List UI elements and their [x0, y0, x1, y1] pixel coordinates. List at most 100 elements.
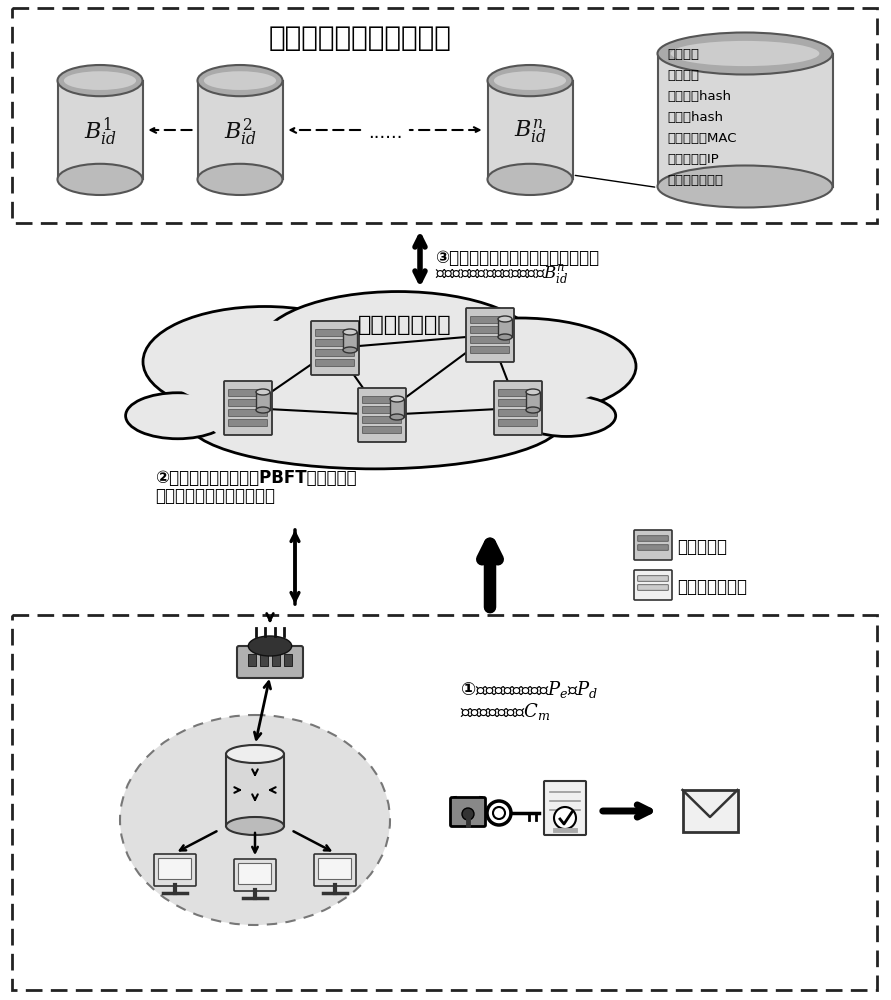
Text: ②分布式验证节点通过PBFT算法对新入: ②分布式验证节点通过PBFT算法对新入	[155, 469, 356, 487]
Text: 网节点的证书信息进行验证: 网节点的证书信息进行验证	[155, 487, 275, 505]
FancyBboxPatch shape	[315, 330, 355, 336]
Text: $B_{id}^2$: $B_{id}^2$	[224, 116, 257, 148]
Ellipse shape	[249, 636, 291, 656]
Text: ①生成非对称密钥对$P_e$、$P_d$: ①生成非对称密钥对$P_e$、$P_d$	[460, 680, 598, 700]
FancyBboxPatch shape	[466, 308, 514, 362]
Ellipse shape	[256, 389, 270, 395]
FancyBboxPatch shape	[638, 576, 668, 581]
FancyBboxPatch shape	[58, 81, 143, 179]
Text: ③根据身份验证通过的新入网节点的: ③根据身份验证通过的新入网节点的	[435, 249, 599, 267]
FancyBboxPatch shape	[12, 615, 877, 990]
Ellipse shape	[404, 318, 636, 415]
Ellipse shape	[198, 164, 282, 195]
Ellipse shape	[390, 396, 404, 402]
FancyBboxPatch shape	[498, 399, 537, 406]
Ellipse shape	[343, 347, 357, 353]
FancyBboxPatch shape	[311, 321, 359, 375]
Ellipse shape	[280, 306, 517, 394]
FancyBboxPatch shape	[634, 570, 672, 600]
Text: $B_{id}^1$: $B_{id}^1$	[84, 116, 117, 148]
FancyBboxPatch shape	[224, 381, 272, 435]
FancyBboxPatch shape	[234, 859, 276, 891]
Bar	[256, 392, 270, 410]
Ellipse shape	[517, 395, 616, 436]
FancyBboxPatch shape	[363, 426, 402, 434]
FancyBboxPatch shape	[658, 53, 832, 186]
FancyBboxPatch shape	[198, 81, 282, 179]
FancyBboxPatch shape	[363, 416, 402, 424]
Ellipse shape	[198, 65, 282, 96]
Text: 新入网申请节点: 新入网申请节点	[677, 578, 747, 596]
Ellipse shape	[487, 164, 573, 195]
Ellipse shape	[390, 414, 404, 420]
Ellipse shape	[498, 334, 512, 340]
FancyBboxPatch shape	[470, 347, 510, 354]
Ellipse shape	[494, 71, 566, 90]
Ellipse shape	[120, 715, 390, 925]
Text: 新入网节点IP: 新入网节点IP	[667, 153, 719, 166]
Text: 区块编号: 区块编号	[667, 48, 699, 61]
Circle shape	[554, 807, 576, 829]
Ellipse shape	[226, 817, 284, 835]
Text: 信息及公钥生成节点身份区块$B_{id}^n$: 信息及公钥生成节点身份区块$B_{id}^n$	[435, 264, 568, 286]
Ellipse shape	[58, 164, 143, 195]
Ellipse shape	[204, 71, 276, 90]
FancyBboxPatch shape	[318, 858, 352, 880]
Ellipse shape	[498, 316, 512, 322]
FancyBboxPatch shape	[12, 8, 877, 223]
FancyBboxPatch shape	[154, 854, 196, 886]
FancyBboxPatch shape	[470, 336, 510, 344]
FancyBboxPatch shape	[239, 863, 272, 884]
Text: 分布式验证节点: 分布式验证节点	[358, 315, 452, 335]
Text: ......: ......	[368, 124, 402, 142]
Ellipse shape	[64, 71, 136, 90]
Ellipse shape	[658, 32, 832, 75]
Ellipse shape	[528, 402, 604, 434]
Ellipse shape	[526, 407, 540, 413]
Ellipse shape	[343, 329, 357, 335]
Text: 区块种类: 区块种类	[667, 69, 699, 82]
FancyBboxPatch shape	[228, 410, 267, 416]
Ellipse shape	[161, 321, 368, 409]
Ellipse shape	[226, 745, 284, 763]
FancyBboxPatch shape	[638, 545, 668, 550]
FancyBboxPatch shape	[237, 646, 303, 678]
FancyBboxPatch shape	[228, 420, 267, 426]
Ellipse shape	[259, 292, 537, 402]
FancyBboxPatch shape	[470, 326, 510, 334]
Bar	[226, 754, 284, 826]
Bar	[498, 319, 512, 337]
FancyBboxPatch shape	[544, 781, 586, 835]
Ellipse shape	[658, 165, 832, 208]
Ellipse shape	[487, 65, 573, 96]
Ellipse shape	[58, 65, 143, 96]
Ellipse shape	[137, 400, 218, 435]
FancyBboxPatch shape	[634, 530, 672, 560]
Text: 基于区块链的分布式账本: 基于区块链的分布式账本	[268, 24, 452, 52]
Circle shape	[462, 808, 474, 820]
Text: 新入网节点公钥: 新入网节点公钥	[667, 174, 723, 187]
Text: 当前块hash: 当前块hash	[667, 111, 723, 124]
FancyBboxPatch shape	[470, 316, 510, 324]
FancyBboxPatch shape	[498, 420, 537, 426]
FancyBboxPatch shape	[315, 360, 355, 366]
Text: 已入网节点: 已入网节点	[677, 538, 727, 556]
Ellipse shape	[143, 306, 387, 417]
Bar	[390, 399, 404, 417]
FancyBboxPatch shape	[159, 858, 192, 880]
FancyBboxPatch shape	[683, 790, 738, 832]
FancyBboxPatch shape	[451, 798, 486, 826]
Ellipse shape	[208, 377, 542, 463]
FancyBboxPatch shape	[315, 350, 355, 357]
Bar	[343, 332, 357, 350]
Bar	[260, 654, 268, 666]
Text: $B_{id}^n$: $B_{id}^n$	[513, 118, 546, 146]
Ellipse shape	[186, 371, 563, 469]
Ellipse shape	[526, 389, 540, 395]
FancyBboxPatch shape	[638, 536, 668, 541]
Ellipse shape	[671, 41, 820, 66]
Ellipse shape	[421, 331, 618, 408]
Ellipse shape	[126, 393, 230, 439]
FancyBboxPatch shape	[494, 381, 542, 435]
Text: 以及自签名证书$C_m$: 以及自签名证书$C_m$	[460, 702, 551, 722]
